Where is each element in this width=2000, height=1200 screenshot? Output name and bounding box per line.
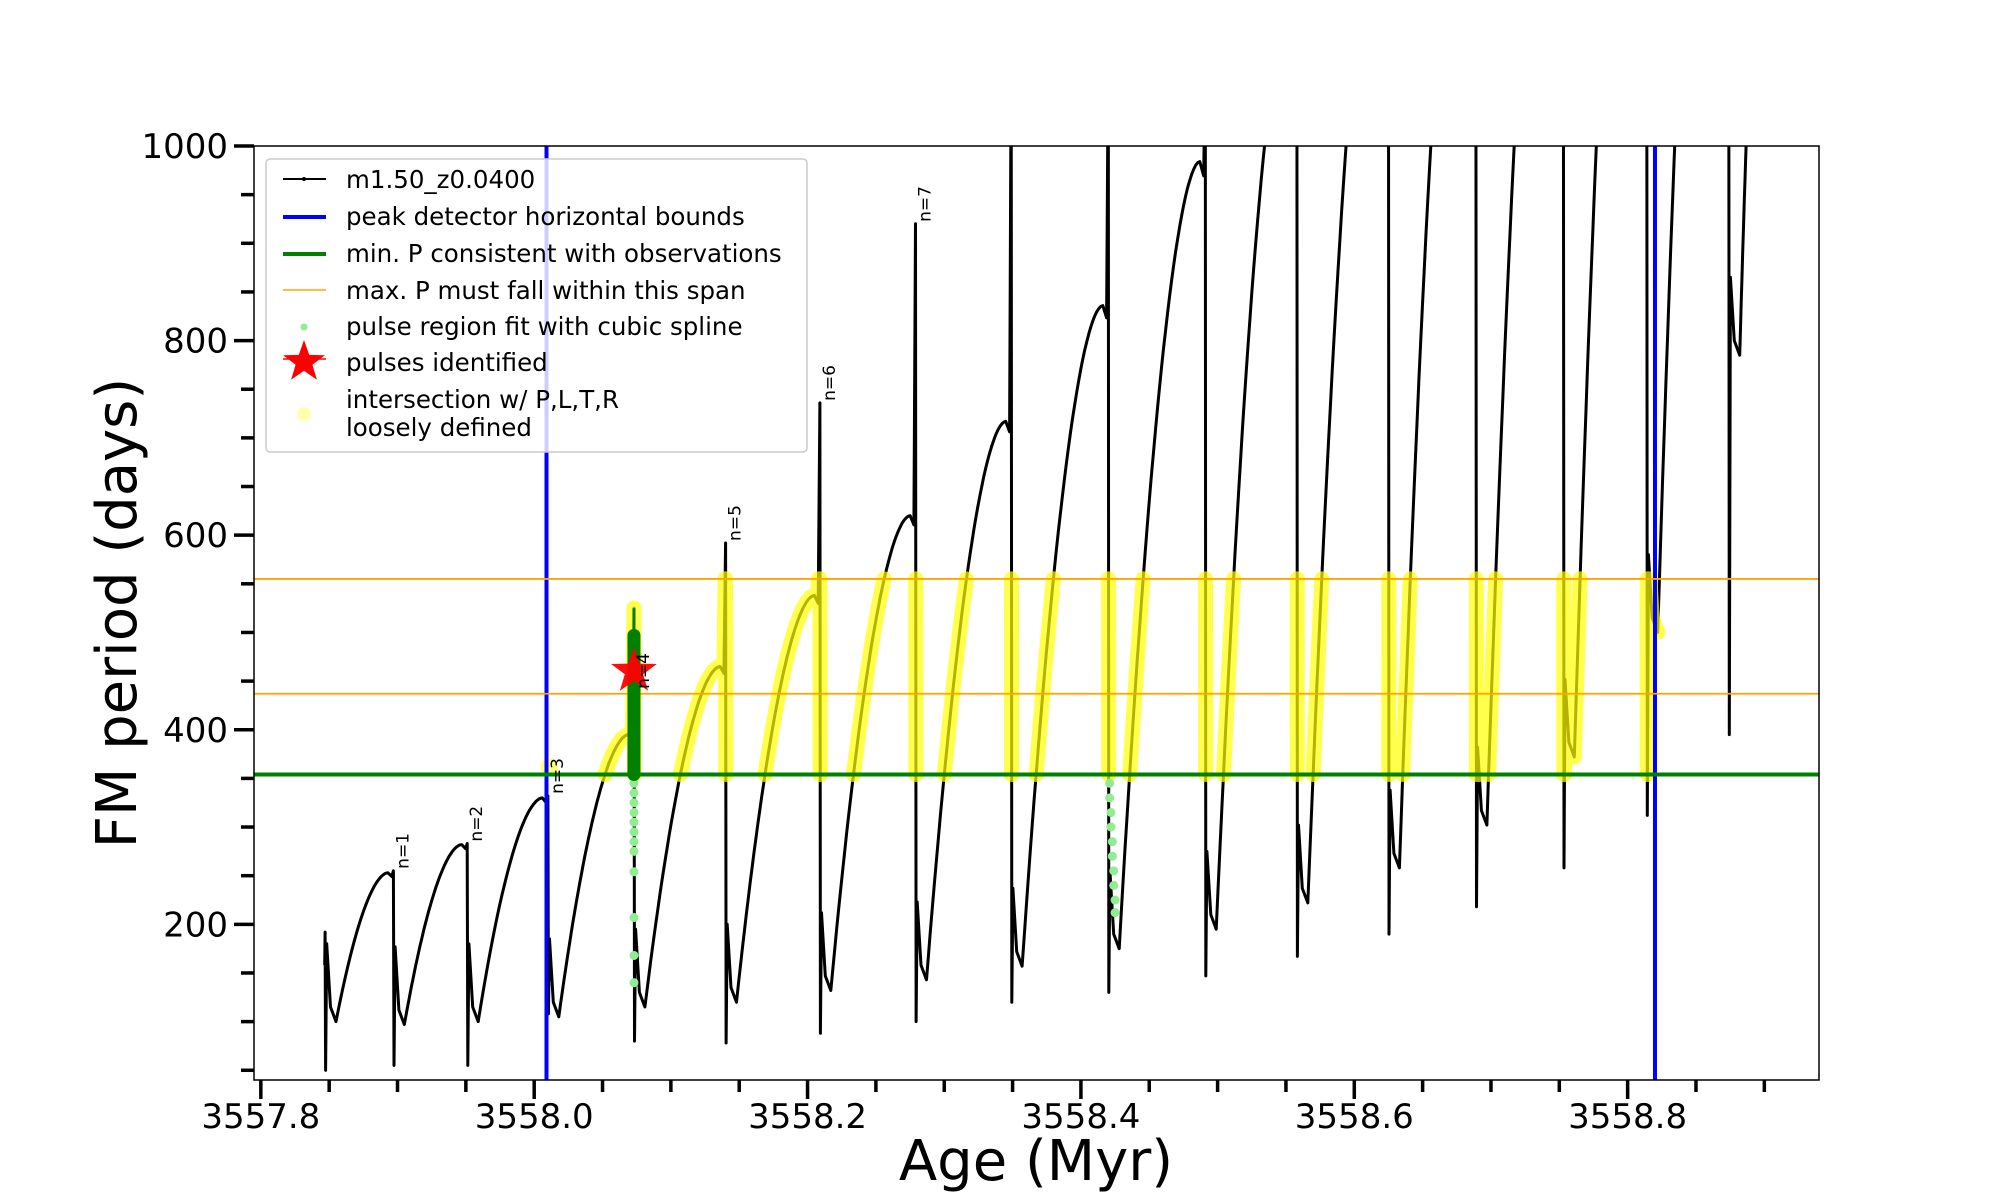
legend-item-max-p: max. P must fall within this span xyxy=(283,276,746,305)
spline-point xyxy=(629,978,639,988)
spline-point xyxy=(629,950,639,960)
x-tick-label: 3557.8 xyxy=(201,1097,320,1137)
spline-point xyxy=(1106,807,1116,817)
spline-point xyxy=(629,867,639,877)
spline-point xyxy=(1105,793,1115,803)
legend-label-line2: loosely defined xyxy=(346,413,532,442)
identified-pulse-star xyxy=(611,647,657,691)
spline-point xyxy=(629,817,639,827)
spline-point xyxy=(629,827,639,837)
legend-item-model: m1.50_z0.0400 xyxy=(283,165,535,194)
x-tick-label: 3558.8 xyxy=(1568,1097,1687,1137)
legend-item-spline: pulse region fit with cubic spline xyxy=(300,312,743,341)
legend-item-min-p: min. P consistent with observations xyxy=(283,239,782,268)
pulse-number-label: n=4 xyxy=(634,653,654,689)
y-tick-label: 400 xyxy=(163,711,228,751)
x-tick-label: 3558.4 xyxy=(1021,1097,1140,1137)
spline-point xyxy=(629,778,639,788)
spline-point xyxy=(629,846,639,856)
x-axis-label: Age (Myr) xyxy=(899,1129,1173,1194)
y-axis-label: FM period (days) xyxy=(85,378,150,848)
plot-frame xyxy=(253,145,1820,1081)
spline-point xyxy=(1107,837,1117,847)
spline-point xyxy=(629,913,639,923)
y-tick-label: 800 xyxy=(163,322,228,362)
x-axis: 3557.8 3558.0 3558.2 3558.4 3558.6 3558.8 xyxy=(201,1080,1767,1137)
legend-label: peak detector horizontal bounds xyxy=(346,202,745,231)
legend-label: max. P must fall within this span xyxy=(346,276,746,305)
legend-label: intersection w/ P,L,T,R xyxy=(346,385,619,414)
y-tick-label: 200 xyxy=(163,905,228,945)
spline-point xyxy=(629,837,639,847)
spline-point xyxy=(1106,822,1116,832)
spline-point xyxy=(1110,908,1120,918)
spline-point xyxy=(1110,895,1120,905)
x-tick-label: 3558.6 xyxy=(1295,1097,1414,1137)
pulse-number-label: n=2 xyxy=(467,806,487,842)
legend: m1.50_z0.0400 peak detector horizontal b… xyxy=(265,158,808,453)
pulse-number-label: n=6 xyxy=(820,365,840,401)
legend-label: min. P consistent with observations xyxy=(346,239,782,268)
legend-swatch-lightgreen-dot xyxy=(300,323,308,331)
x-tick-label: 3558.0 xyxy=(475,1097,594,1137)
legend-label: m1.50_z0.0400 xyxy=(346,165,535,194)
spline-point xyxy=(629,807,639,817)
legend-swatch-marker xyxy=(302,177,306,181)
spline-point xyxy=(629,798,639,808)
x-tick-label: 3558.2 xyxy=(748,1097,867,1137)
pulse-number-label: n=7 xyxy=(916,186,936,222)
pulse-number-label: n=5 xyxy=(726,505,746,541)
plot-marks: n=1 n=2 n=3 n=4 n=5 n=6 n=7 xyxy=(254,146,1819,1080)
red-star-icon xyxy=(283,340,325,380)
pulse-number-label: n=1 xyxy=(393,833,413,869)
y-axis: 200 400 600 800 1000 xyxy=(141,127,254,1073)
spline-point xyxy=(1109,880,1119,890)
legend-item-bounds: peak detector horizontal bounds xyxy=(283,202,745,231)
legend-label: pulse region fit with cubic spline xyxy=(346,312,743,341)
legend-item-pulses: pulses identified xyxy=(283,340,548,380)
spline-point xyxy=(1107,851,1117,861)
spline-point xyxy=(629,788,639,798)
legend-label: pulses identified xyxy=(346,348,548,377)
legend-swatch-yellow-dot xyxy=(297,407,311,421)
legend-box xyxy=(265,158,808,453)
spline-point xyxy=(1105,778,1115,788)
spline-point xyxy=(1109,866,1119,876)
y-tick-label: 600 xyxy=(163,516,228,556)
y-tick-label: 1000 xyxy=(141,127,228,167)
pulse-number-label: n=3 xyxy=(548,758,568,794)
legend-item-intersection: intersection w/ P,L,T,R loosely defined xyxy=(297,385,619,442)
